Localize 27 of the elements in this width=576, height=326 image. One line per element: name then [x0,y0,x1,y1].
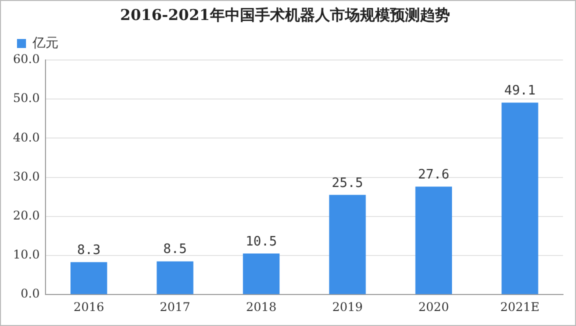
y-tick-label: 40.0 [13,130,40,144]
x-tick-label: 2020 [418,300,449,314]
data-label: 8.3 [77,243,101,258]
bar [70,262,108,294]
y-tick-label: 10.0 [13,248,40,262]
y-tick-label: 60.0 [13,52,40,66]
x-tick-label: 2017 [160,300,190,314]
y-tick-label: 20.0 [13,208,40,223]
x-tick-label: 2021E [500,300,540,314]
data-label: 49.1 [504,83,536,98]
chart-title: 2016-2021年中国手术机器人市场规模预测趋势 [120,6,450,24]
x-tick-label: 2016 [74,300,104,314]
bar [242,254,280,294]
data-label: 27.6 [418,168,450,183]
data-label: 25.5 [332,176,364,191]
data-label: 10.5 [246,234,277,250]
y-tick-label: 30.0 [13,169,40,184]
bar [329,194,366,294]
legend-label: 亿元 [32,36,58,51]
x-tick-label: 2019 [332,300,363,314]
data-label: 8.5 [163,242,187,258]
y-tick-label: 50.0 [13,91,40,106]
bar [415,186,452,294]
bar [502,102,538,294]
bar [156,261,194,294]
y-tick-label: 0.0 [20,286,40,301]
x-tick-label: 2018 [246,300,277,314]
